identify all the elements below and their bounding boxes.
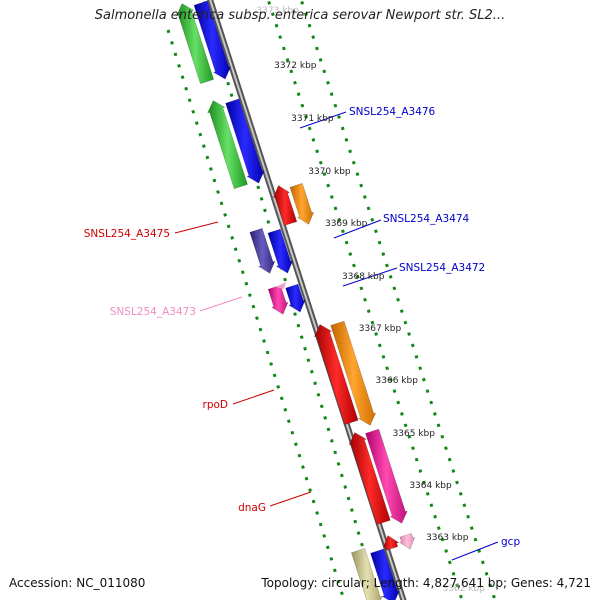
gene-label[interactable]: gcp — [501, 536, 520, 548]
tick-label: 3371 kbp — [291, 114, 334, 124]
label-connector — [232, 389, 275, 405]
accession-label: Accession: NC_011080 — [9, 576, 146, 590]
gene-blue-top[interactable] — [193, 0, 232, 80]
gene-green-top[interactable] — [175, 3, 215, 85]
gene-red-rpod[interactable] — [313, 324, 359, 425]
gene-label[interactable]: SNSL254_A3474 — [383, 213, 470, 225]
gene-label[interactable]: SNSL254_A3473 — [110, 306, 196, 318]
tick-label: 3365 kbp — [393, 429, 436, 439]
tick-label: 3363 kbp — [426, 533, 469, 543]
gene-features[interactable] — [175, 0, 416, 604]
tick-label: 3367 kbp — [359, 324, 402, 334]
gene-lightpink-small[interactable] — [398, 533, 416, 550]
gene-pink-a3472[interactable] — [267, 284, 289, 315]
gene-olive-gcp[interactable] — [351, 548, 383, 604]
gene-labels[interactable]: SNSL254_A3476 SNSL254_A3475 SNSL254_A3474 S… — [84, 106, 521, 561]
tick-label: 3373 kbp — [256, 6, 299, 16]
gene-red-dnag[interactable] — [348, 432, 391, 525]
gene-blue-a3474[interactable] — [267, 228, 294, 274]
gene-orange-a3475[interactable] — [289, 182, 315, 225]
tick-label: 3368 kbp — [342, 272, 385, 282]
tick-label: 3362 kbp — [442, 584, 485, 594]
label-connector — [174, 221, 219, 234]
label-connector — [299, 111, 347, 129]
gene-red-small[interactable] — [382, 535, 400, 551]
label-connector — [199, 296, 243, 312]
inner-dotted-ring — [166, 0, 380, 601]
gene-label[interactable]: SNSL254_A3472 — [399, 262, 485, 274]
tick-label: 3369 kbp — [325, 219, 368, 229]
gene-label[interactable]: rpoD — [203, 399, 229, 411]
gene-blue-a3476[interactable] — [225, 98, 265, 184]
tick-labels: 3373 kbp 3372 kbp 3371 kbp 3370 kbp 3369 kbp… — [256, 6, 485, 594]
gene-a3473-marker[interactable] — [276, 282, 286, 289]
gene-red-a3475[interactable] — [272, 185, 298, 226]
label-connector — [333, 219, 382, 239]
gene-blue-a3472[interactable] — [285, 283, 306, 313]
tick-label: 3370 kbp — [308, 167, 351, 177]
gene-label[interactable]: SNSL254_A3475 — [84, 228, 170, 240]
gene-purple-a3474[interactable] — [249, 227, 276, 274]
gene-label[interactable]: dnaG — [238, 502, 266, 514]
genome-summary: Topology: circular; Length: 4,827,641 bp… — [261, 576, 591, 590]
tick-label: 3366 kbp — [376, 376, 419, 386]
label-connector — [451, 541, 499, 561]
label-connector — [269, 491, 312, 507]
gene-orange-rpod[interactable] — [330, 320, 377, 426]
gene-pink-dnag[interactable] — [365, 428, 408, 524]
genome-title: Salmonella enterica subsp. enterica sero… — [94, 8, 506, 23]
gene-label[interactable]: SNSL254_A3476 — [349, 106, 436, 118]
label-connector — [342, 267, 398, 287]
tick-label: 3364 kbp — [409, 481, 452, 491]
gene-green-a3476[interactable] — [207, 100, 248, 190]
tick-label: 3372 kbp — [274, 61, 317, 71]
